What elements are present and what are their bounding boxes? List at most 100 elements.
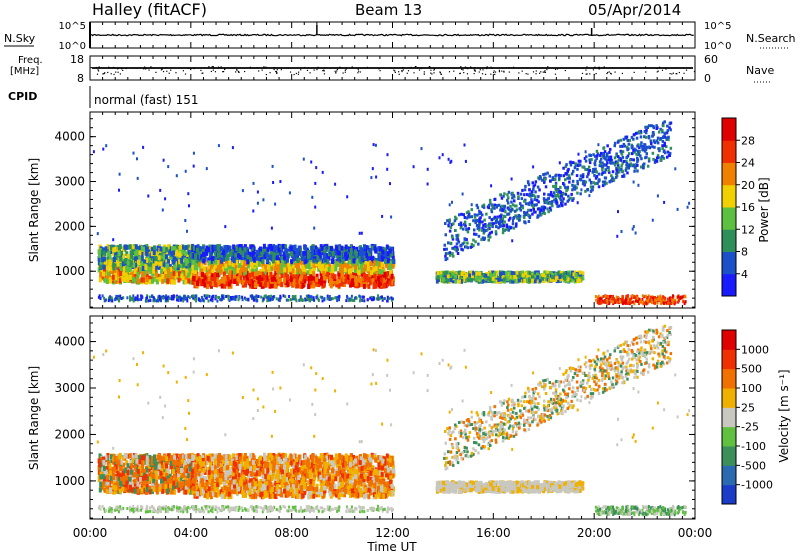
power-cell xyxy=(229,277,233,283)
power-cell xyxy=(306,296,309,300)
nave-point xyxy=(611,67,614,69)
nave-point xyxy=(633,71,635,73)
power-cell xyxy=(463,241,466,245)
nave-point xyxy=(303,66,305,69)
power-cell xyxy=(259,269,263,275)
power-cell xyxy=(165,263,169,269)
power-cell xyxy=(366,298,369,302)
power-cell xyxy=(380,262,384,268)
power-cell xyxy=(385,281,389,287)
power-cell xyxy=(291,254,295,260)
power-cell xyxy=(562,197,565,201)
power-cell xyxy=(484,223,487,226)
power-cell xyxy=(259,249,263,255)
nave-point xyxy=(108,66,110,68)
power-cell xyxy=(120,250,123,256)
nave-point xyxy=(608,71,610,73)
power-cell xyxy=(99,297,102,300)
power-cell xyxy=(381,249,385,255)
power-cell xyxy=(602,152,606,155)
cpid-label: CPID xyxy=(8,90,37,103)
power-cell xyxy=(158,276,162,282)
nave-point xyxy=(683,72,685,74)
power-cell xyxy=(321,264,325,269)
power-cell xyxy=(527,202,530,206)
power-cell xyxy=(191,245,195,251)
power-cell xyxy=(140,261,144,267)
power-cell xyxy=(365,253,369,259)
power-cell xyxy=(185,258,189,264)
power-cell xyxy=(177,277,181,283)
power-cell xyxy=(312,258,316,264)
nave-point xyxy=(244,70,246,73)
nave-point xyxy=(345,68,347,70)
power-cell xyxy=(527,208,530,212)
power-cell xyxy=(392,276,395,282)
power-cell xyxy=(625,156,628,160)
power-cell xyxy=(226,255,230,261)
power-cell xyxy=(488,270,492,275)
nave-point xyxy=(669,73,671,75)
nave-point xyxy=(175,72,177,74)
power-cell xyxy=(183,265,187,271)
power-cell xyxy=(390,280,394,286)
freq-tick-bottom: 8 xyxy=(77,72,84,85)
power-cell xyxy=(173,246,177,252)
power-cell xyxy=(355,259,359,265)
power-cell xyxy=(470,242,474,246)
nave-point xyxy=(564,69,566,72)
power-cell xyxy=(251,268,255,274)
power-cell xyxy=(265,275,269,281)
power-cell xyxy=(382,283,386,289)
power-cell xyxy=(355,277,359,283)
power-cell xyxy=(460,272,464,276)
power-cell xyxy=(219,246,223,252)
power-cell xyxy=(620,164,623,168)
power-cell xyxy=(510,207,514,211)
nave-point xyxy=(675,73,677,75)
power-cell xyxy=(339,277,343,283)
power-cell xyxy=(620,152,624,156)
power-cell xyxy=(231,261,235,267)
power-cell xyxy=(361,295,364,299)
power-cell xyxy=(328,281,332,287)
power-cell xyxy=(455,234,458,238)
power-cell xyxy=(568,180,571,184)
power-cell xyxy=(448,229,452,233)
power-cell xyxy=(499,208,502,212)
nave-point xyxy=(125,67,127,70)
power-cell xyxy=(378,269,382,274)
power-cell xyxy=(521,270,524,275)
power-cell xyxy=(493,215,497,219)
power-cell xyxy=(636,131,639,135)
power-cell xyxy=(122,265,126,271)
power-cell xyxy=(145,277,149,283)
power-cell xyxy=(128,263,132,269)
power-cell xyxy=(144,265,148,271)
power-cell xyxy=(626,148,629,152)
power-cell xyxy=(439,270,443,275)
power-cell xyxy=(360,256,364,262)
power-cell xyxy=(533,273,537,278)
power-cell xyxy=(309,295,312,299)
power-cell xyxy=(387,245,391,251)
power-cell xyxy=(252,256,256,262)
power-cell xyxy=(257,261,261,267)
power-cell xyxy=(377,294,379,298)
nave-point xyxy=(187,67,189,69)
power-cell xyxy=(451,279,455,284)
power-cell xyxy=(115,294,118,298)
power-cell xyxy=(573,185,577,189)
power-cell xyxy=(452,222,455,226)
power-cell xyxy=(451,275,455,279)
power-cell xyxy=(373,245,377,251)
power-cell xyxy=(542,279,546,284)
power-cell xyxy=(552,198,556,202)
power-cell xyxy=(519,192,523,196)
power-cell xyxy=(630,163,633,167)
power-cell xyxy=(200,267,204,273)
nave-point xyxy=(155,71,157,73)
power-cell xyxy=(294,298,297,301)
power-cell xyxy=(444,258,447,262)
nave-point xyxy=(393,69,395,71)
